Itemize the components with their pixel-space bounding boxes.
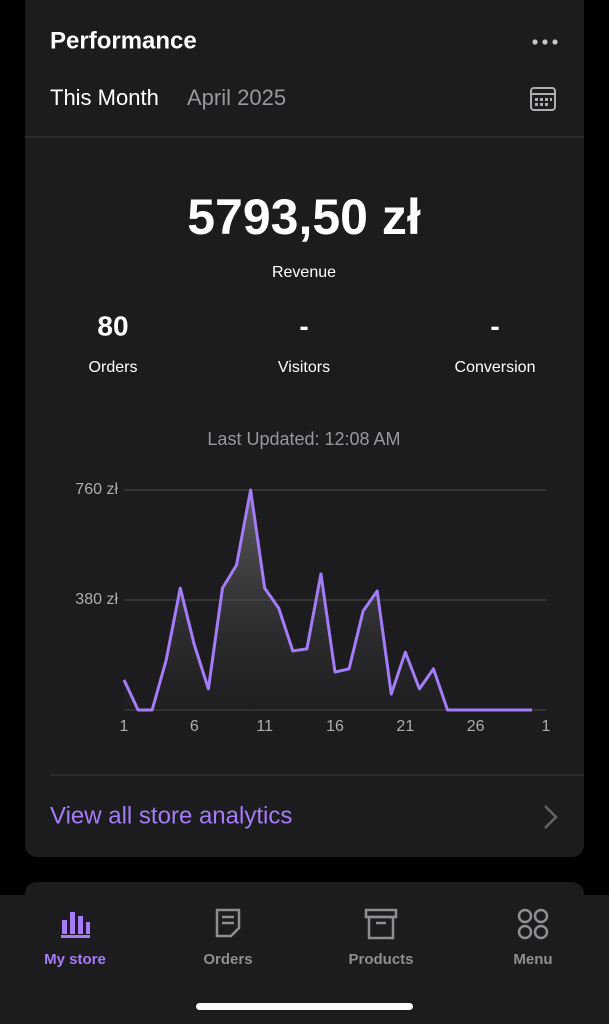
menu-icon[interactable] xyxy=(517,908,549,940)
stat-label: Orders xyxy=(89,359,138,376)
analytics-link[interactable]: View all store analytics xyxy=(50,802,292,829)
chevron[interactable] xyxy=(544,805,558,829)
x-tick-label: 1 xyxy=(120,718,129,735)
x-tick-label: 16 xyxy=(326,718,344,735)
tab-bar xyxy=(0,895,609,1024)
period[interactable]: This Month xyxy=(50,85,159,110)
card xyxy=(25,0,584,857)
calendar-button[interactable] xyxy=(530,87,556,111)
tab-label[interactable]: My store xyxy=(44,951,106,968)
revenue: 5793,50 zł xyxy=(187,189,421,245)
tab-label[interactable]: Menu xyxy=(513,951,552,968)
orders-icon[interactable] xyxy=(215,908,241,938)
x-tick-label: 21 xyxy=(396,718,414,735)
x-tick-label: 26 xyxy=(467,718,485,735)
revenue-label: Revenue xyxy=(272,264,336,281)
x-tick-label: 11 xyxy=(256,718,273,735)
stat-value: - xyxy=(299,310,308,341)
area xyxy=(124,490,532,710)
home-indicator xyxy=(196,1003,413,1010)
tab-label[interactable]: Products xyxy=(348,951,413,968)
stat-label: Visitors xyxy=(278,359,330,376)
stat-label: Conversion xyxy=(455,359,536,376)
products-icon[interactable] xyxy=(364,908,398,940)
x-tick-label: 6 xyxy=(190,718,199,735)
tab-label[interactable]: Orders xyxy=(203,951,252,968)
line xyxy=(122,488,532,712)
stat-value: 80 xyxy=(97,310,128,341)
y-tick-label: 380 zł xyxy=(75,591,118,608)
card-title: Performance xyxy=(50,27,197,54)
date[interactable]: April 2025 xyxy=(187,85,286,110)
more-button[interactable] xyxy=(532,39,558,45)
y-tick-label: 760 zł xyxy=(75,481,118,498)
stat-value: - xyxy=(490,310,499,341)
x-tick-label: 1 xyxy=(542,718,551,735)
last-updated: Last Updated: 12:08 AM xyxy=(207,429,400,449)
store-icon[interactable] xyxy=(61,912,90,938)
